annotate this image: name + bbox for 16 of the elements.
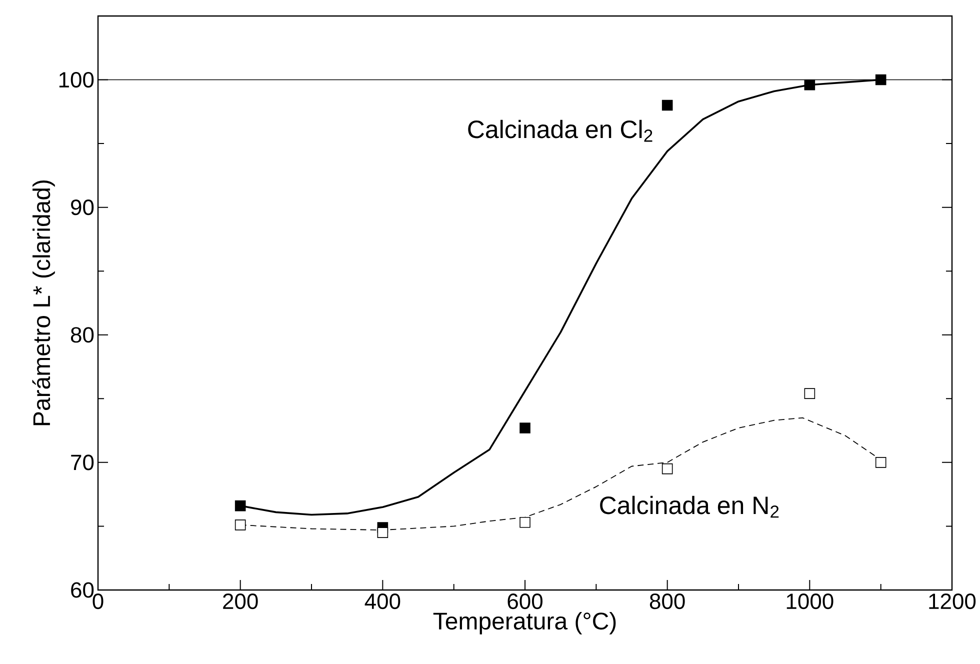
y-axis-title: Parámetro L* (claridad) bbox=[32, 180, 55, 426]
y-tick-label: 100 bbox=[59, 72, 94, 88]
x-tick-label: 800 bbox=[650, 594, 685, 610]
x-tick-label: 1000 bbox=[786, 594, 834, 610]
x-tick-label: 1200 bbox=[929, 594, 976, 610]
y-tick-label: 90 bbox=[71, 200, 94, 216]
y-tick-label: 60 bbox=[71, 582, 94, 598]
x-tick-label: 0 bbox=[92, 594, 104, 610]
x-tick-label: 200 bbox=[223, 594, 258, 610]
y-tick-label: 70 bbox=[71, 454, 94, 470]
y-tick-label: 80 bbox=[70, 327, 94, 343]
x-tick-label: 600 bbox=[508, 594, 542, 610]
x-axis-title: Temperatura (°C) bbox=[433, 612, 616, 634]
x-tick-label: 400 bbox=[364, 594, 400, 610]
series-label: Calcinada en N$_{2}$ bbox=[600, 496, 779, 518]
series-label: Calcinada en Cl$_{2}$ bbox=[468, 120, 652, 142]
